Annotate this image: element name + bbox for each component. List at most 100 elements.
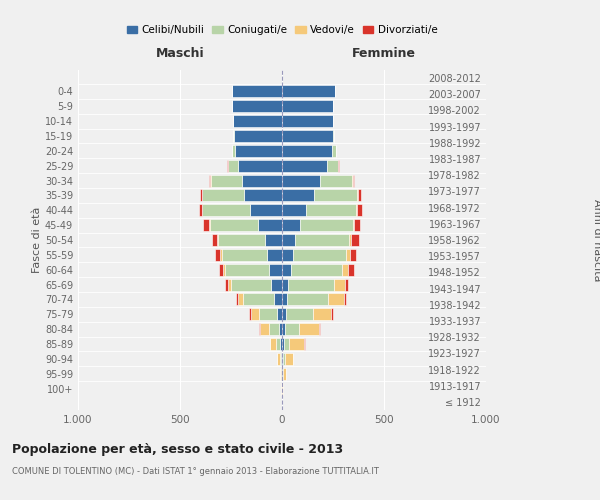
Bar	[220, 249, 222, 261]
Bar	[332, 145, 336, 157]
Bar	[231, 278, 271, 290]
Bar	[295, 234, 349, 246]
Bar	[331, 308, 332, 320]
Bar	[225, 264, 269, 276]
Y-axis label: Fasce di età: Fasce di età	[32, 207, 42, 273]
Bar	[280, 338, 282, 350]
Bar	[202, 190, 244, 202]
Bar	[358, 190, 361, 202]
Bar	[251, 308, 259, 320]
Bar	[286, 308, 313, 320]
Bar	[233, 130, 234, 142]
Bar	[333, 130, 334, 142]
Bar	[282, 190, 314, 202]
Bar	[353, 174, 354, 186]
Bar	[285, 323, 299, 335]
Bar	[282, 100, 333, 112]
Bar	[282, 160, 327, 172]
Bar	[228, 278, 231, 290]
Bar	[285, 353, 293, 365]
Bar	[259, 323, 260, 335]
Bar	[236, 294, 238, 306]
Bar	[269, 264, 282, 276]
Bar	[342, 264, 348, 276]
Bar	[282, 115, 333, 127]
Bar	[234, 130, 282, 142]
Bar	[350, 249, 356, 261]
Bar	[282, 338, 284, 350]
Bar	[250, 308, 251, 320]
Text: Popolazione per età, sesso e stato civile - 2013: Popolazione per età, sesso e stato civil…	[12, 442, 343, 456]
Bar	[319, 323, 320, 335]
Bar	[282, 204, 307, 216]
Bar	[281, 353, 282, 365]
Bar	[282, 264, 291, 276]
Bar	[301, 219, 353, 231]
Bar	[320, 174, 352, 186]
Bar	[212, 234, 217, 246]
Bar	[243, 294, 274, 306]
Bar	[328, 294, 344, 306]
Bar	[349, 234, 352, 246]
Bar	[283, 368, 286, 380]
Bar	[282, 86, 335, 98]
Bar	[277, 308, 282, 320]
Bar	[299, 323, 319, 335]
Bar	[215, 249, 220, 261]
Bar	[277, 353, 280, 365]
Bar	[280, 353, 281, 365]
Bar	[287, 294, 328, 306]
Bar	[259, 308, 277, 320]
Bar	[282, 308, 286, 320]
Bar	[226, 278, 228, 290]
Bar	[314, 190, 358, 202]
Bar	[250, 204, 282, 216]
Bar	[228, 160, 238, 172]
Bar	[209, 174, 211, 186]
Bar	[282, 130, 333, 142]
Bar	[345, 278, 347, 290]
Bar	[352, 234, 359, 246]
Text: Femmine: Femmine	[352, 47, 416, 60]
Bar	[223, 264, 225, 276]
Bar	[271, 278, 282, 290]
Bar	[238, 160, 282, 172]
Bar	[200, 190, 202, 202]
Bar	[242, 174, 282, 186]
Bar	[222, 249, 266, 261]
Bar	[356, 204, 357, 216]
Bar	[284, 338, 289, 350]
Bar	[219, 264, 223, 276]
Bar	[232, 145, 235, 157]
Bar	[282, 353, 283, 365]
Bar	[233, 115, 282, 127]
Bar	[279, 323, 282, 335]
Bar	[270, 338, 276, 350]
Bar	[338, 160, 339, 172]
Bar	[293, 249, 346, 261]
Bar	[218, 234, 265, 246]
Bar	[227, 160, 228, 172]
Bar	[355, 219, 360, 231]
Bar	[327, 160, 338, 172]
Bar	[282, 323, 285, 335]
Bar	[282, 234, 295, 246]
Bar	[282, 145, 332, 157]
Bar	[281, 368, 282, 380]
Bar	[289, 338, 304, 350]
Bar	[282, 249, 293, 261]
Bar	[282, 368, 283, 380]
Bar	[266, 249, 282, 261]
Bar	[313, 308, 331, 320]
Bar	[282, 278, 288, 290]
Bar	[280, 368, 281, 380]
Bar	[202, 204, 250, 216]
Text: COMUNE DI TOLENTINO (MC) - Dati ISTAT 1° gennaio 2013 - Elaborazione TUTTITALIA.: COMUNE DI TOLENTINO (MC) - Dati ISTAT 1°…	[12, 468, 379, 476]
Bar	[244, 190, 282, 202]
Bar	[291, 264, 342, 276]
Text: Anni di nascita: Anni di nascita	[592, 198, 600, 281]
Bar	[269, 323, 279, 335]
Bar	[199, 204, 202, 216]
Bar	[357, 204, 362, 216]
Bar	[282, 294, 287, 306]
